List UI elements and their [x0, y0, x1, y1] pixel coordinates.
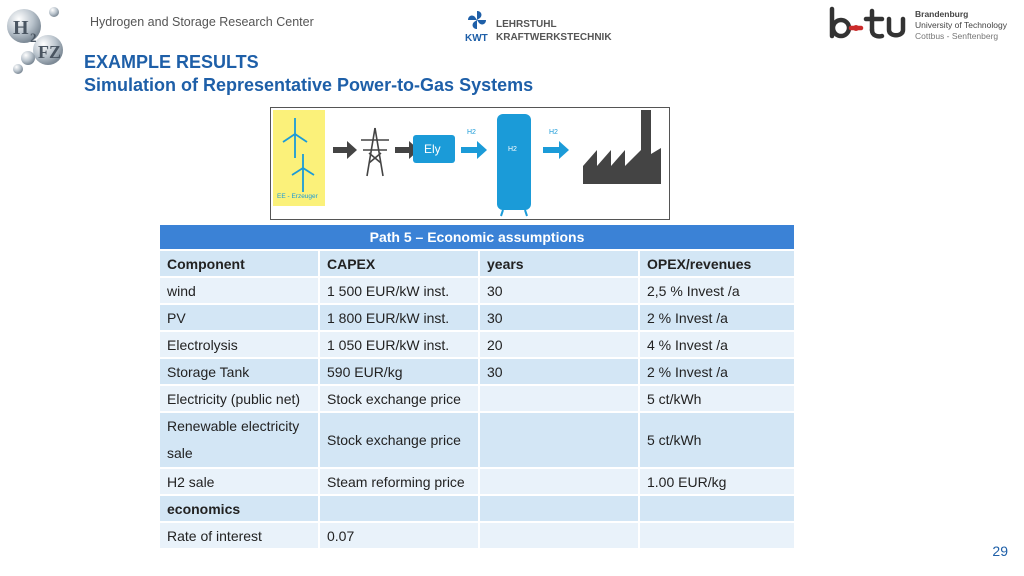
table-cell [480, 496, 640, 523]
ely-label: Ely [424, 142, 441, 156]
table-cell: 2,5 % Invest /a [640, 278, 796, 305]
table-cell: Electricity (public net) [160, 386, 320, 413]
page-number: 29 [992, 543, 1008, 559]
table-cell: wind [160, 278, 320, 305]
h2-tank [497, 114, 531, 210]
table-row: wind 1 500 EUR/kW inst. 30 2,5 % Invest … [160, 278, 796, 305]
table-row: Storage Tank 590 EUR/kg 30 2 % Invest /a [160, 359, 796, 386]
table-cell: 2 % Invest /a [640, 305, 796, 332]
table-cell: 4 % Invest /a [640, 332, 796, 359]
table-cell [480, 413, 640, 469]
table-cell: 1.00 EUR/kg [640, 469, 796, 496]
btu-line3: Cottbus - Senftenberg [915, 31, 998, 41]
table-cell: 2 % Invest /a [640, 359, 796, 386]
power-pylon-icon [361, 127, 389, 177]
btu-line2: University of Technology [915, 20, 1008, 30]
table-header-row: Component CAPEX years OPEX/revenues [160, 251, 796, 278]
table-cell [640, 496, 796, 523]
table-cell: 0.07 [320, 523, 480, 550]
table-cell [480, 523, 640, 550]
ee-producer-box [273, 110, 325, 206]
table-cell: 1 050 EUR/kW inst. [320, 332, 480, 359]
table-cell: Storage Tank [160, 359, 320, 386]
electrolyser-box [413, 135, 455, 163]
table-row: Rate of interest 0.07 [160, 523, 796, 550]
table-cell: 5 ct/kWh [640, 413, 796, 469]
economic-assumptions-table: Path 5 – Economic assumptions Component … [160, 225, 796, 550]
kwt-logo: KWT LEHRSTUHL KRAFTWERKSTECHNIK [465, 11, 612, 44]
table-cell: 30 [480, 359, 640, 386]
column-header: OPEX/revenues [640, 251, 796, 278]
svg-text:FZ: FZ [38, 42, 61, 62]
table-row: economics [160, 496, 796, 523]
factory-icon [583, 110, 661, 184]
btu-logo: Brandenburg University of Technology Cot… [829, 6, 1008, 41]
table-row: H2 sale Steam reforming price 1.00 EUR/k… [160, 469, 796, 496]
table-cell: Stock exchange price [320, 386, 480, 413]
research-center-name: Hydrogen and Storage Research Center [90, 15, 314, 29]
svg-text:2: 2 [30, 30, 37, 45]
kwt-line1: LEHRSTUHL [496, 19, 557, 30]
wind-turbine-icon [282, 118, 315, 192]
table-cell [640, 523, 796, 550]
h2-arrow-icon [461, 141, 487, 159]
h2-arrow-label: H2 [549, 129, 558, 136]
table-cell: H2 sale [160, 469, 320, 496]
table-cell: 1 500 EUR/kW inst. [320, 278, 480, 305]
h2-tank-label: H2 [508, 146, 517, 153]
btu-line1: Brandenburg [915, 9, 968, 19]
table-cell: 1 800 EUR/kW inst. [320, 305, 480, 332]
table-cell: Electrolysis [160, 332, 320, 359]
table-cell: 590 EUR/kg [320, 359, 480, 386]
table-cell: 30 [480, 305, 640, 332]
h2-arrow-icon [543, 141, 569, 159]
table-cell: economics [160, 496, 320, 523]
table-row: Renewable electricity sale Stock exchang… [160, 413, 796, 469]
table-cell [320, 496, 480, 523]
table-heading: Path 5 – Economic assumptions [160, 225, 796, 251]
h2fz-logo: H 2 FZ [7, 7, 63, 74]
table-cell: PV [160, 305, 320, 332]
column-header: CAPEX [320, 251, 480, 278]
table-row: PV 1 800 EUR/kW inst. 30 2 % Invest /a [160, 305, 796, 332]
table-cell: Stock exchange price [320, 413, 480, 469]
slide-title: EXAMPLE RESULTS [84, 52, 259, 72]
table-cell [480, 469, 640, 496]
table-cell: Renewable electricity sale [160, 413, 320, 469]
ee-label: EE - Erzeuger [277, 193, 319, 200]
kwt-line2: KRAFTWERKSTECHNIK [496, 32, 612, 43]
table-row: Electrolysis 1 050 EUR/kW inst. 20 4 % I… [160, 332, 796, 359]
table-row: Electricity (public net) Stock exchange … [160, 386, 796, 413]
arrow-icon [333, 141, 357, 159]
h2-arrow-label: H2 [467, 129, 476, 136]
table-cell: Rate of interest [160, 523, 320, 550]
slide-subtitle: Simulation of Representative Power-to-Ga… [84, 75, 534, 95]
column-header: years [480, 251, 640, 278]
table-cell: 20 [480, 332, 640, 359]
table-cell [480, 386, 640, 413]
table-cell: 5 ct/kWh [640, 386, 796, 413]
svg-text:H: H [13, 17, 29, 39]
table-cell: Steam reforming price [320, 469, 480, 496]
power-to-gas-diagram: EE - Erzeuger Ely H2 H2 H2 [270, 107, 670, 220]
table-cell: 30 [480, 278, 640, 305]
column-header: Component [160, 251, 320, 278]
kwt-label: KWT [465, 33, 488, 44]
